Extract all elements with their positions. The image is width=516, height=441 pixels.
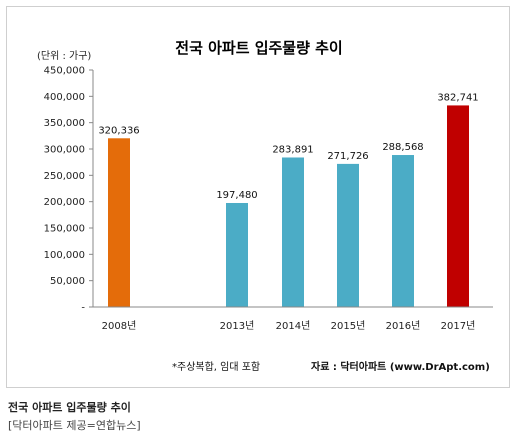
bar <box>392 155 414 307</box>
bar <box>337 163 359 307</box>
unit-label: (단위 : 가구) <box>37 49 91 62</box>
chart-title: 전국 아파트 입주물량 추이 <box>175 39 342 57</box>
caption-title: 전국 아파트 입주물량 추이 <box>8 401 131 414</box>
y-tick-label: 350,000 <box>44 118 85 129</box>
data-label: 288,568 <box>382 142 423 153</box>
caption-credit: [닥터아파트 제공=연합뉴스] <box>8 419 141 432</box>
footnote: *주상복합, 임대 포함 <box>172 360 260 373</box>
bar <box>108 138 130 307</box>
bar <box>447 105 469 308</box>
y-tick-label: 400,000 <box>44 92 85 103</box>
y-axis: - 50,000 100,000 150,000 200,000 250,000 300,0… <box>44 66 94 314</box>
x-axis: 2008년 2013년 2014년 2015년 2016년 2017년 <box>93 306 493 332</box>
bar-chart: 전국 아파트 입주물량 추이 (단위 : 가구) - 50,000 100,000 1… <box>37 39 493 373</box>
x-tick-label: 2013년 <box>220 320 255 332</box>
y-tick-label: 150,000 <box>44 224 85 235</box>
y-tick-label: - <box>81 303 85 314</box>
data-label: 197,480 <box>216 190 257 201</box>
y-tick-label: 50,000 <box>50 276 85 287</box>
y-tick-label: 450,000 <box>44 66 85 77</box>
data-label: 271,726 <box>327 151 368 162</box>
y-tick-label: 200,000 <box>44 197 85 208</box>
x-tick-label: 2014년 <box>276 320 311 332</box>
data-label: 320,336 <box>98 125 139 136</box>
data-label: 283,891 <box>272 144 313 155</box>
x-tick-label: 2016년 <box>386 320 421 332</box>
bar <box>226 202 248 307</box>
source-note: 자료 : 닥터아파트 (www.DrApt.com) <box>311 360 490 373</box>
y-tick-label: 300,000 <box>44 145 85 156</box>
x-tick-label: 2015년 <box>331 320 366 332</box>
bar <box>282 157 304 307</box>
bars: 320,336 197,480 283,891 271,726 288,568 382,7… <box>98 92 479 308</box>
x-tick-label: 2017년 <box>441 320 476 332</box>
chart-frame: 전국 아파트 입주물량 추이 (단위 : 가구) - 50,000 100,000 1… <box>6 6 510 388</box>
y-tick-label: 100,000 <box>44 250 85 261</box>
data-label: 382,741 <box>437 92 478 103</box>
x-tick-label: 2008년 <box>102 320 137 332</box>
y-tick-label: 250,000 <box>44 171 85 182</box>
